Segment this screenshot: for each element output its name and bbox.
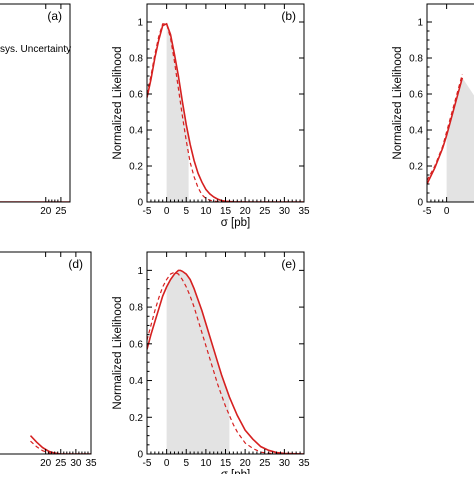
panel-letter: (e) xyxy=(281,257,296,271)
plot-frame xyxy=(0,251,92,455)
y-axis-label: Normalized Likelihood xyxy=(392,46,404,159)
y-tick-label: 0.4 xyxy=(409,126,423,137)
x-tick-label: 0 xyxy=(164,206,170,217)
likelihood-curve-dashed xyxy=(147,23,304,202)
x-tick-label: -5 xyxy=(143,458,152,469)
y-tick-label: 0.6 xyxy=(129,339,143,350)
x-tick-label: 15 xyxy=(220,458,232,469)
panel-letter: (a) xyxy=(47,9,62,23)
x-axis-label: σ [pb] xyxy=(221,469,250,474)
x-tick-label: 10 xyxy=(200,458,212,469)
y-tick-label: 0.4 xyxy=(129,376,143,387)
x-tick-label: 35 xyxy=(85,458,97,469)
x-tick-label: 5 xyxy=(183,458,189,469)
x-tick-label: 25 xyxy=(259,206,271,217)
x-tick-label: 20 xyxy=(240,458,252,469)
y-tick-label: 0.2 xyxy=(409,162,423,173)
x-tick-label: 20 xyxy=(240,206,252,217)
x-tick-label: -5 xyxy=(143,206,152,217)
panel-letter: (b) xyxy=(281,9,296,23)
x-tick-label: 0 xyxy=(444,206,450,217)
y-tick-label: 0 xyxy=(417,198,423,209)
x-tick-label: 25 xyxy=(55,206,67,217)
x-tick-label: 30 xyxy=(279,458,291,469)
x-tick-label: 5 xyxy=(183,206,189,217)
credible-interval-shade xyxy=(166,23,189,202)
x-tick-label: 20 xyxy=(40,458,52,469)
credible-interval-shade xyxy=(166,270,230,454)
x-tick-label: 30 xyxy=(70,458,82,469)
x-tick-label: 25 xyxy=(55,458,67,469)
panel-1: 20 25 (a) xyxy=(0,3,71,217)
y-tick-label: 0.8 xyxy=(129,303,143,314)
y-tick-label: 1 xyxy=(417,18,423,29)
plot-frame xyxy=(0,3,71,203)
y-tick-label: 0.2 xyxy=(129,413,143,424)
panel-4: 20 25 30 35 (d) xyxy=(0,251,97,469)
y-tick-label: 0.6 xyxy=(409,90,423,101)
x-tick-label: -5 xyxy=(423,206,432,217)
y-tick-label: 0 xyxy=(137,450,143,461)
likelihood-curve-solid xyxy=(427,77,464,185)
x-axis-label: σ [pb] xyxy=(221,217,250,229)
x-tick-label: 0 xyxy=(164,458,170,469)
likelihood-curve-solid xyxy=(147,269,304,454)
y-tick-label: 0 xyxy=(137,198,143,209)
x-tick-label: 20 xyxy=(40,206,52,217)
y-tick-label: 0.4 xyxy=(129,126,143,137)
y-tick-label: 1 xyxy=(137,266,143,277)
likelihood-curve-dashed xyxy=(427,74,463,181)
y-tick-label: 0.6 xyxy=(129,90,143,101)
x-tick-label: 25 xyxy=(259,458,271,469)
panel-letter: (d) xyxy=(68,257,83,271)
credible-interval-shade xyxy=(446,77,474,202)
likelihood-curve-dashed xyxy=(147,271,304,454)
y-tick-label: 0.8 xyxy=(129,54,143,65)
y-tick-label: 1 xyxy=(137,18,143,29)
y-tick-label: 0.8 xyxy=(409,54,423,65)
y-tick-label: 0.2 xyxy=(129,162,143,173)
x-tick-label: 15 xyxy=(220,206,232,217)
x-tick-label: 10 xyxy=(200,206,212,217)
y-axis-label: Normalized Likelihood xyxy=(112,46,124,159)
y-axis-label: Normalized Likelihood xyxy=(112,296,124,409)
x-tick-label: 30 xyxy=(279,206,291,217)
legend-entry-sys-uncertainty: sys. Uncertainty xyxy=(0,44,71,55)
likelihood-curve-solid xyxy=(29,435,91,454)
x-tick-label: 35 xyxy=(298,458,310,469)
x-tick-label: 35 xyxy=(298,206,310,217)
